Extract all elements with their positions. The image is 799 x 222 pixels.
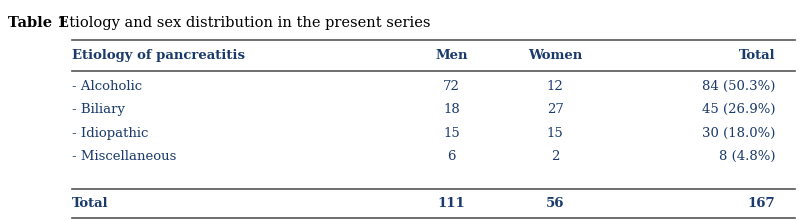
Text: 27: 27: [547, 103, 564, 116]
Text: 56: 56: [546, 197, 565, 210]
Text: 6: 6: [447, 151, 455, 163]
Text: Etiology and sex distribution in the present series: Etiology and sex distribution in the pre…: [54, 16, 431, 30]
Text: Table 1 Etiology and sex distribution in the present series: Table 1 Etiology and sex distribution in…: [0, 221, 1, 222]
Text: Table 1: Table 1: [8, 16, 67, 30]
Text: Women: Women: [528, 49, 582, 62]
Text: 18: 18: [443, 103, 459, 116]
Text: 167: 167: [747, 197, 775, 210]
Text: Total: Total: [72, 197, 109, 210]
Text: 72: 72: [443, 80, 460, 93]
Text: - Alcoholic: - Alcoholic: [72, 80, 142, 93]
Text: Total: Total: [738, 49, 775, 62]
Text: Men: Men: [435, 49, 467, 62]
Text: 8 (4.8%): 8 (4.8%): [718, 151, 775, 163]
Text: - Biliary: - Biliary: [72, 103, 125, 116]
Text: 15: 15: [547, 127, 563, 140]
Text: - Idiopathic: - Idiopathic: [72, 127, 149, 140]
Text: 30 (18.0%): 30 (18.0%): [702, 127, 775, 140]
Text: - Miscellaneous: - Miscellaneous: [72, 151, 177, 163]
Text: 84 (50.3%): 84 (50.3%): [702, 80, 775, 93]
Text: 12: 12: [547, 80, 563, 93]
Text: Etiology of pancreatitis: Etiology of pancreatitis: [72, 49, 245, 62]
Text: 111: 111: [438, 197, 465, 210]
Text: 2: 2: [551, 151, 559, 163]
Text: 45 (26.9%): 45 (26.9%): [702, 103, 775, 116]
Text: 15: 15: [443, 127, 459, 140]
